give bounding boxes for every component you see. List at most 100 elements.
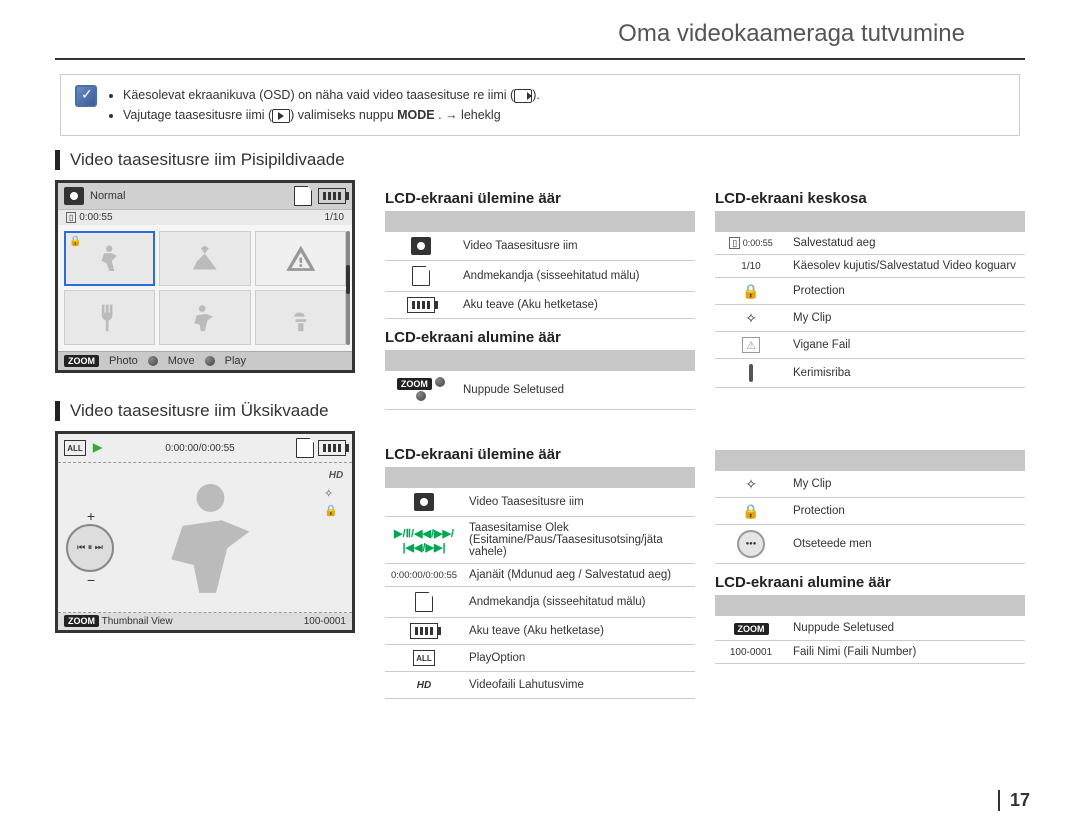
cell: Video Taasesitusre iim	[457, 232, 695, 261]
lcd-duration: 0:00:55	[79, 212, 112, 223]
cell: Salvestatud aeg	[787, 232, 1025, 255]
file-icon: 100-0001	[715, 641, 787, 664]
cell: My Clip	[787, 471, 1025, 498]
clip-icon: ✧	[324, 487, 348, 500]
hd-icon: HD	[412, 677, 436, 693]
thumbnail-6[interactable]	[255, 290, 346, 345]
clip-icon: ✧	[739, 310, 763, 326]
note-text: Käesolevat ekraanikuva (OSD) on näha vai…	[109, 85, 540, 125]
file-label: 100-0001	[304, 616, 346, 627]
memory-icon	[415, 592, 433, 612]
counter-icon: 1/10	[715, 255, 787, 278]
cell: Nuppude Seletused	[457, 371, 695, 410]
thumbnail-5[interactable]	[159, 290, 250, 345]
camcorder-icon	[414, 493, 434, 511]
lcd-counter: 1/10	[325, 212, 344, 223]
zoom-icon: ZOOM	[397, 378, 432, 390]
note-line1a: Käesolevat ekraanikuva (OSD) on näha vai…	[123, 88, 507, 102]
cell: PlayOption	[463, 645, 695, 672]
memory-icon	[294, 186, 312, 206]
cell: Andmekandja (sisseehitatud mälu)	[457, 261, 695, 292]
battery-icon	[318, 440, 346, 456]
mode-label: MODE	[397, 108, 435, 122]
play-icon	[90, 442, 104, 454]
warning-icon: ⚠	[742, 337, 760, 353]
time-icon: 0:00:00/0:00:55	[385, 564, 463, 587]
section2-title: Video taasesitusre iim Üksikvaade	[55, 401, 365, 421]
camcorder-icon	[411, 237, 431, 255]
cell: Aku teave (Aku hetketase)	[463, 618, 695, 645]
lcd-play-label: Play	[225, 355, 246, 367]
lcd-mode-label: Normal	[90, 190, 125, 202]
cell: Videofaili Lahutusvime	[463, 672, 695, 699]
joystick-icon	[435, 377, 445, 387]
ok-icon	[205, 356, 215, 366]
hd-icon: HD	[324, 467, 348, 483]
table-upper1: .. Video Taasesitusre iim Andmekandja (s…	[385, 211, 695, 319]
note-line2a: Vajutage taasesitusre iimi (	[123, 108, 272, 122]
play-state-icons: ▶/Ⅱ/◀◀/▶▶/|◀◀/▶▶|	[394, 528, 454, 554]
table-lower2: .. ZOOMNuppude Seletused 100-0001Faili N…	[715, 595, 1025, 664]
cell: My Clip	[787, 305, 1025, 332]
lower1-title: LCD-ekraani alumine äär	[385, 329, 695, 346]
lower2-title: LCD-ekraani alumine äär	[715, 574, 1025, 591]
cell: Ajanäit (Mdunud aeg / Salvestatud aeg)	[463, 564, 695, 587]
zoom-badge: ZOOM	[64, 615, 99, 627]
cell: Protection	[787, 498, 1025, 525]
camcorder-icon	[514, 89, 532, 103]
page-title: Oma videokaameraga tutvumine	[55, 0, 1025, 60]
zoom-badge: ZOOM	[64, 355, 99, 367]
joystick-icon	[148, 356, 158, 366]
playopt-icon: ALL	[64, 440, 86, 456]
lock-icon: 🔒	[739, 503, 763, 519]
playback-icon	[272, 109, 290, 123]
cell: Vigane Fail	[787, 332, 1025, 359]
lock-icon: 🔒	[324, 504, 348, 517]
note-check-icon	[75, 85, 97, 107]
lock-icon: 🔒	[69, 236, 81, 248]
zoom-icon: ZOOM	[734, 623, 769, 635]
cell: Andmekandja (sisseehitatud mälu)	[463, 587, 695, 618]
thumb-label: Thumbnail View	[102, 616, 173, 627]
note-line1b: ).	[532, 88, 540, 102]
section1-title: Video taasesitusre iim Pisipildivaade	[55, 150, 1025, 170]
mode-icon	[64, 187, 84, 205]
scroll-icon	[749, 364, 753, 382]
cell: Nuppude Seletused	[787, 616, 1025, 641]
cell: Aku teave (Aku hetketase)	[457, 292, 695, 319]
table-center: .. ▯ 0:00:55Salvestatud aeg 1/10Käesolev…	[715, 211, 1025, 388]
single-time: 0:00:00/0:00:55	[165, 443, 235, 454]
lcd-photo-label: Photo	[109, 355, 138, 367]
cell: Protection	[787, 278, 1025, 305]
thumbnail-2[interactable]	[159, 231, 250, 286]
thumbnail-1[interactable]: 🔒	[64, 231, 155, 286]
scrollbar[interactable]	[346, 231, 350, 345]
cell: Käesolev kujutis/Salvestatud Video kogua…	[787, 255, 1025, 278]
table-lower1: .. ZOOM Nuppude Seletused	[385, 350, 695, 410]
shortcut-disc-icon: ●●●	[737, 530, 765, 558]
time-icon: 0:00:55	[743, 238, 773, 248]
cell: Kerimisriba	[787, 359, 1025, 388]
ok-icon	[416, 391, 426, 401]
lcd-move-label: Move	[168, 355, 195, 367]
playopt-icon: ALL	[413, 650, 435, 666]
table-right2: .. ✧My Clip 🔒Protection ●●●Otseteede men	[715, 450, 1025, 564]
cell: Otseteede men	[787, 525, 1025, 564]
cell: Video Taasesitusre iim	[463, 488, 695, 517]
note-line2b: ) valimiseks nuppu	[290, 108, 397, 122]
memory-icon	[412, 266, 430, 286]
center-title: LCD-ekraani keskosa	[715, 190, 1025, 207]
memory-icon	[296, 438, 314, 458]
note-line2c: . → leheklg	[438, 108, 501, 122]
control-disk[interactable]: + ⏮ ⏸ ⏭ −	[66, 508, 116, 578]
lock-icon: 🔒	[739, 283, 763, 299]
upper1-title: LCD-ekraani ülemine äär	[385, 190, 695, 207]
lcd-single-view: ALL 0:00:00/0:00:55 HD ✧ 🔒 + ⏮ ⏸ ⏭	[55, 431, 355, 633]
battery-icon	[410, 623, 438, 639]
cell: Taasesitamise Olek (Esitamine/Paus/Taase…	[463, 517, 695, 564]
thumbnail-4[interactable]	[64, 290, 155, 345]
cell: Faili Nimi (Faili Number)	[787, 641, 1025, 664]
thumbnail-3[interactable]	[255, 231, 346, 286]
upper2-title: LCD-ekraani ülemine äär	[385, 446, 695, 463]
clip-icon: ✧	[739, 476, 763, 492]
